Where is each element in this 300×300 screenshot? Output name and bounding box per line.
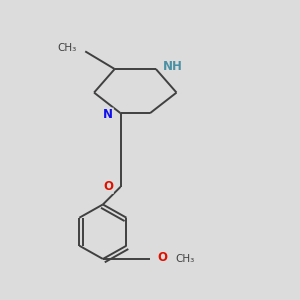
Text: O: O xyxy=(158,251,167,264)
Text: N: N xyxy=(103,108,113,121)
Text: O: O xyxy=(103,180,113,193)
Text: NH: NH xyxy=(163,60,183,73)
Text: CH₃: CH₃ xyxy=(175,254,194,264)
Text: CH₃: CH₃ xyxy=(57,44,76,53)
